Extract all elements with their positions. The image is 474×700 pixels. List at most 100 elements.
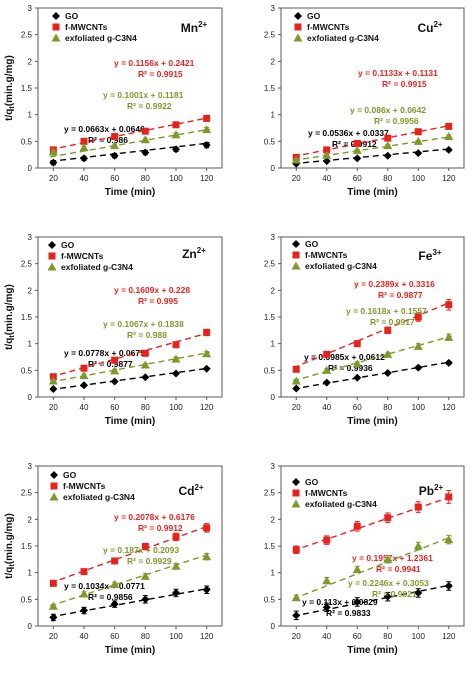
legend-marker	[50, 471, 58, 479]
data-point	[79, 371, 89, 380]
data-point	[383, 349, 393, 358]
legend-marker	[51, 33, 61, 42]
y-tick-label: 1.5	[264, 542, 276, 551]
data-point	[292, 384, 301, 393]
data-point	[80, 154, 88, 163]
data-point	[322, 365, 332, 374]
legend-label: GO	[305, 477, 319, 487]
trendline	[292, 535, 453, 600]
data-point	[202, 364, 211, 373]
data-point	[445, 122, 453, 130]
y-tick-label: 1	[271, 340, 276, 349]
legend-label: exfoliated g-C3N4	[65, 33, 137, 43]
data-point	[48, 601, 58, 610]
data-point	[352, 359, 362, 368]
panel-mn: 0 0.5 1 1.5 2 2.5 3 20 40 60 80 100 120 Time (min) t/q…	[4, 4, 223, 198]
data-point	[110, 600, 119, 609]
fit-r2: R² = 0.9929	[127, 556, 172, 566]
data-point	[322, 150, 332, 159]
y-tick-label: 1	[28, 569, 33, 578]
x-tick-label: 40	[80, 632, 89, 641]
data-point	[413, 341, 423, 350]
x-tick-label: 80	[141, 632, 150, 641]
y-axis-label: t/qt(min.g/mg)	[4, 284, 16, 350]
fit-r2: R² = 0.9917	[370, 317, 415, 327]
x-tick-label: 80	[383, 174, 392, 183]
data-point	[48, 376, 58, 385]
legend-label: GO	[307, 11, 321, 21]
trendline	[293, 335, 452, 382]
data-point	[384, 326, 392, 334]
data-point	[383, 141, 393, 150]
data-point	[172, 588, 180, 597]
data-point	[48, 147, 58, 156]
y-tick-label: 2.5	[264, 31, 276, 40]
x-tick-label: 120	[442, 174, 456, 183]
panel-cu: 0 0.5 1 1.5 2 2.5 3 20 40 60 80 100 120 Time (min) Cu2…	[264, 4, 465, 198]
x-tick-label: 20	[49, 174, 58, 183]
data-point	[111, 133, 119, 141]
fit-r2: R² = 0.9877	[88, 359, 133, 369]
y-tick-label: 1	[28, 111, 33, 120]
x-tick-label: 40	[80, 403, 89, 412]
data-point	[444, 332, 454, 341]
fit-r2: R² = 0.986	[88, 135, 128, 145]
x-axis-label: Time (min)	[105, 187, 155, 198]
fit-equation: y = 0.113x + 0.0829	[302, 597, 378, 607]
x-tick-label: 20	[49, 632, 58, 641]
y-tick-label: 1	[271, 569, 276, 578]
data-point	[49, 158, 58, 167]
panel-cd: 0 0.5 1 1.5 2 2.5 3 20 40 60 80 100 120 Time (min) t/q…	[4, 462, 223, 656]
data-point	[353, 154, 362, 163]
fit-equation: y = 0.187x + 0.2093	[103, 545, 179, 555]
legend-label: f-MWCNTs	[307, 22, 350, 32]
data-point	[172, 145, 180, 154]
x-tick-label: 80	[141, 403, 150, 412]
y-tick-label: 0.5	[21, 595, 33, 604]
data-point	[110, 366, 120, 375]
data-point	[203, 114, 211, 122]
fit-equation: y = 0.1001x + 0.1181	[103, 90, 184, 100]
x-tick-label: 60	[353, 174, 362, 183]
data-point	[353, 340, 361, 348]
data-point	[111, 356, 119, 364]
data-point	[110, 579, 120, 588]
y-tick-label: 3	[28, 233, 33, 242]
legend-label: exfoliated g-C3N4	[63, 492, 135, 502]
y-tick-label: 2	[28, 515, 33, 524]
data-point	[414, 149, 423, 158]
trendline	[50, 331, 210, 378]
fit-equation: y = 0.1133x + 0.1131	[358, 68, 438, 78]
data-point	[353, 598, 362, 606]
trendline	[50, 367, 210, 391]
data-point	[414, 503, 422, 511]
data-point	[444, 145, 453, 154]
x-tick-label: 20	[292, 174, 301, 183]
data-point	[80, 364, 88, 372]
x-tick-label: 80	[383, 403, 392, 412]
x-tick-label: 100	[412, 403, 426, 412]
y-tick-label: 2	[28, 57, 33, 66]
data-point	[291, 593, 301, 602]
y-tick-label: 1.5	[21, 313, 33, 322]
legend-label: exfoliated g-C3N4	[61, 262, 133, 272]
legend-marker	[293, 33, 303, 42]
legend-marker	[49, 492, 59, 501]
legend-marker	[48, 252, 56, 260]
legend-label: f-MWCNTs	[63, 481, 106, 491]
y-tick-label: 1.5	[264, 84, 276, 93]
x-tick-label: 60	[353, 632, 362, 641]
trendline	[293, 135, 452, 162]
legend-marker	[294, 23, 302, 31]
data-point	[172, 533, 180, 541]
y-tick-label: 2.5	[21, 31, 33, 40]
legend-label: exfoliated g-C3N4	[305, 261, 377, 271]
x-tick-label: 80	[141, 174, 150, 183]
